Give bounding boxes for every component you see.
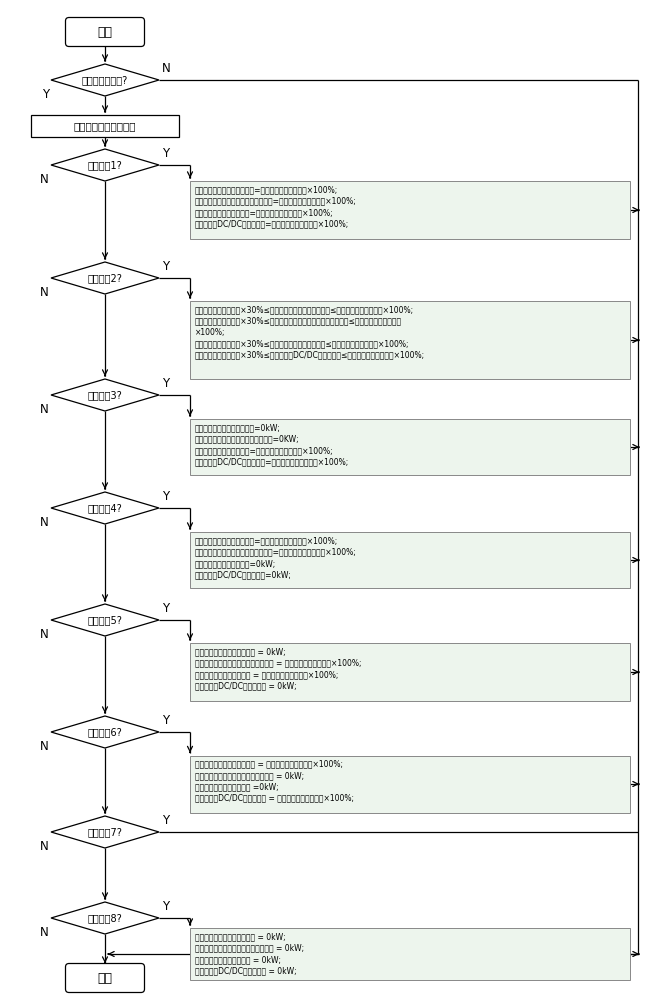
Text: 充电机对动力电池的充电功率 = 0kW;
车辆能量回收的对动力电池的充电功率 = 动力电池充电许用功率×100%;
动力电池对电机的放电功率 = 动力电池放电许: 充电机对动力电池的充电功率 = 0kW; 车辆能量回收的对动力电池的充电功率 =… bbox=[195, 647, 361, 690]
Polygon shape bbox=[51, 816, 159, 848]
Text: 故障等级8?: 故障等级8? bbox=[88, 913, 122, 923]
Bar bbox=[190, 532, 630, 588]
Text: Y: Y bbox=[162, 814, 169, 827]
FancyBboxPatch shape bbox=[66, 17, 145, 46]
Bar bbox=[190, 928, 630, 980]
Polygon shape bbox=[51, 64, 159, 96]
Text: N: N bbox=[40, 628, 49, 641]
Text: 是否有电池故障?: 是否有电池故障? bbox=[82, 75, 128, 85]
Polygon shape bbox=[51, 492, 159, 524]
Text: Y: Y bbox=[162, 602, 169, 615]
Text: 充电机对动力电池的充电功率=动力电池充电许用功率×100%;
车辆能量回收的对动力电池的充电功率=动力电池充电许用功率×100%;
动力电池对电机的放电功率=0: 充电机对动力电池的充电功率=动力电池充电许用功率×100%; 车辆能量回收的对动… bbox=[195, 536, 357, 579]
Text: N: N bbox=[40, 926, 49, 939]
Bar bbox=[31, 115, 179, 137]
Text: 故障等级4?: 故障等级4? bbox=[88, 503, 122, 513]
Text: N: N bbox=[40, 840, 49, 853]
Text: 故障等级2?: 故障等级2? bbox=[88, 273, 122, 283]
Text: 充电机对动力电池的充电功率=0kW;
车辆能量回收的对动力电池的充电功率=0KW;
动力电池对电机的放电功率=动力电池放电许用功率×100%;
动力电池对DC/: 充电机对动力电池的充电功率=0kW; 车辆能量回收的对动力电池的充电功率=0KW… bbox=[195, 423, 349, 466]
Text: N: N bbox=[40, 173, 49, 186]
Text: Y: Y bbox=[42, 88, 49, 101]
Polygon shape bbox=[51, 149, 159, 181]
Bar bbox=[190, 643, 630, 701]
Polygon shape bbox=[51, 716, 159, 748]
Text: 故障等级6?: 故障等级6? bbox=[88, 727, 122, 737]
Text: Y: Y bbox=[162, 260, 169, 273]
Text: 充电机对动力电池的充电功率 = 0kW;
车辆能量回收的对动力电池的充电功率 = 0kW;
动力电池对电机的放电功率 = 0kW;
动力电池对DC/DC的放电功: 充电机对动力电池的充电功率 = 0kW; 车辆能量回收的对动力电池的充电功率 =… bbox=[195, 932, 304, 975]
Text: N: N bbox=[40, 740, 49, 753]
Text: 故障等级1?: 故障等级1? bbox=[88, 160, 122, 170]
Text: 动力电池充电许用功率×30%≤充电机对动力电池的充电功率≤动力电池充电许用功率×100%;
动力电池充电许用功率×30%≤车辆能量回收的对动力电池的充电功率≤动: 动力电池充电许用功率×30%≤充电机对动力电池的充电功率≤动力电池充电许用功率×… bbox=[195, 305, 425, 360]
Polygon shape bbox=[51, 379, 159, 411]
Text: 故障等级5?: 故障等级5? bbox=[88, 615, 122, 625]
Text: N: N bbox=[40, 516, 49, 529]
Text: Y: Y bbox=[162, 714, 169, 727]
Bar bbox=[190, 301, 630, 379]
Text: Y: Y bbox=[162, 490, 169, 503]
Bar bbox=[190, 181, 630, 239]
Bar bbox=[190, 756, 630, 812]
FancyBboxPatch shape bbox=[66, 964, 145, 992]
Polygon shape bbox=[51, 604, 159, 636]
Text: 故障等级7?: 故障等级7? bbox=[88, 827, 122, 837]
Bar bbox=[190, 419, 630, 475]
Text: 计算动力电池故障等级: 计算动力电池故障等级 bbox=[74, 121, 136, 131]
Text: 充电机对动力电池的充电功率 = 动力电池充电许用功率×100%;
车辆能量回收的对动力电池的充电功率 = 0kW;
动力电池对电机的放电功率 =0kW;
动力电: 充电机对动力电池的充电功率 = 动力电池充电许用功率×100%; 车辆能量回收的… bbox=[195, 760, 354, 803]
Text: N: N bbox=[40, 286, 49, 299]
Text: Y: Y bbox=[162, 147, 169, 160]
Text: N: N bbox=[162, 62, 171, 75]
Text: 充电机对动力电池的充电功率=动力电池充电许用功率×100%;
车辆能量回收的对动力电池的充电功率=动力电池充电许用功率×100%;
动力电池对电机的放电功率=动: 充电机对动力电池的充电功率=动力电池充电许用功率×100%; 车辆能量回收的对动… bbox=[195, 185, 357, 228]
Text: 故障等级3?: 故障等级3? bbox=[88, 390, 122, 400]
Text: N: N bbox=[40, 403, 49, 416]
Text: Y: Y bbox=[162, 377, 169, 390]
Polygon shape bbox=[51, 902, 159, 934]
Polygon shape bbox=[51, 262, 159, 294]
Text: 开始: 开始 bbox=[98, 25, 113, 38]
Text: Y: Y bbox=[162, 900, 169, 913]
Text: 结束: 结束 bbox=[98, 972, 113, 984]
